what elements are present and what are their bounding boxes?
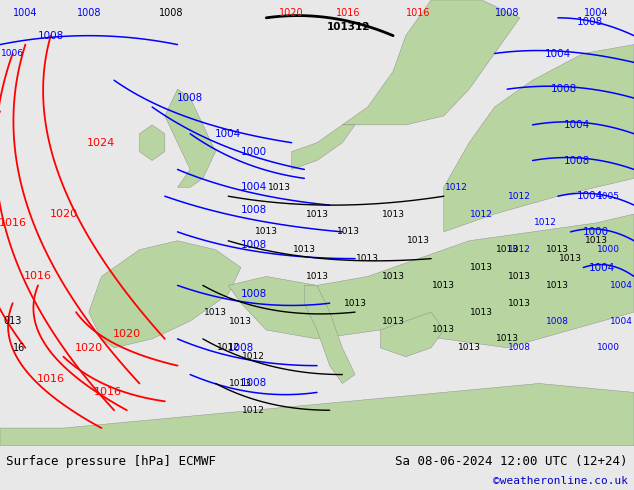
Text: 1012: 1012 [445, 183, 468, 192]
Text: 1013: 1013 [470, 308, 493, 317]
Text: 1016: 1016 [337, 8, 361, 19]
Text: 1008: 1008 [240, 378, 267, 389]
Text: 1016: 1016 [37, 374, 65, 384]
Text: 1016: 1016 [0, 218, 27, 228]
Text: 1008: 1008 [564, 155, 590, 166]
Text: 1008: 1008 [240, 289, 267, 299]
Text: 1012: 1012 [508, 245, 531, 254]
Text: 1013: 1013 [268, 183, 290, 192]
Text: 1004: 1004 [545, 49, 571, 58]
Text: ©weatheronline.co.uk: ©weatheronline.co.uk [493, 476, 628, 486]
Text: 1013: 1013 [255, 227, 278, 236]
Text: 1004: 1004 [564, 120, 590, 130]
Text: 1020: 1020 [49, 209, 77, 219]
Text: 1004: 1004 [13, 8, 37, 19]
Text: 1008: 1008 [228, 343, 254, 353]
Text: 1013: 1013 [470, 263, 493, 272]
Text: 1024: 1024 [87, 138, 115, 147]
PathPatch shape [304, 285, 355, 384]
Text: 1016: 1016 [24, 271, 52, 281]
Text: 1008: 1008 [240, 204, 267, 215]
Text: 1013: 1013 [306, 210, 328, 219]
Text: 1013: 1013 [508, 299, 531, 308]
Text: 1013: 1013 [407, 236, 430, 245]
Text: 1004: 1004 [240, 182, 267, 192]
Text: Sa 08-06-2024 12:00 UTC (12+24): Sa 08-06-2024 12:00 UTC (12+24) [395, 455, 628, 468]
Text: Surface pressure [hPa] ECMWF: Surface pressure [hPa] ECMWF [6, 455, 216, 468]
Text: 1013: 1013 [458, 343, 481, 352]
Text: 1016: 1016 [94, 388, 122, 397]
Text: 1008: 1008 [240, 240, 267, 250]
Text: 1013: 1013 [382, 210, 404, 219]
PathPatch shape [228, 214, 634, 348]
Text: 1012: 1012 [242, 406, 265, 415]
Text: 1008: 1008 [495, 8, 519, 19]
Text: 1012: 1012 [534, 219, 557, 227]
Text: 1013: 1013 [306, 272, 328, 281]
Text: 1013: 1013 [432, 281, 455, 290]
Text: 101312: 101312 [327, 22, 370, 32]
Text: 1013: 1013 [382, 317, 404, 325]
Text: 1013: 1013 [230, 379, 252, 388]
Text: 1004: 1004 [589, 263, 616, 272]
Text: 1013: 1013 [508, 272, 531, 281]
Text: 1020: 1020 [280, 8, 304, 19]
Text: 1008: 1008 [576, 17, 603, 27]
Text: 1013: 1013 [559, 254, 582, 263]
Text: 1008: 1008 [177, 93, 204, 103]
PathPatch shape [380, 312, 444, 357]
Text: 1008: 1008 [547, 317, 569, 325]
Text: 1005: 1005 [597, 192, 620, 201]
PathPatch shape [444, 45, 634, 232]
Text: 1006: 1006 [1, 49, 24, 58]
Text: 1000: 1000 [583, 227, 609, 237]
PathPatch shape [0, 384, 634, 446]
Text: 1008: 1008 [508, 343, 531, 352]
Text: 1000: 1000 [597, 245, 620, 254]
Text: 1008: 1008 [37, 31, 64, 41]
Text: 1012: 1012 [508, 192, 531, 201]
Text: 1004: 1004 [610, 281, 633, 290]
Text: 1013: 1013 [432, 325, 455, 335]
Text: 1000: 1000 [597, 343, 620, 352]
Text: 1013: 1013 [337, 227, 360, 236]
Text: 1013: 1013 [547, 281, 569, 290]
Text: 1008: 1008 [551, 84, 578, 94]
PathPatch shape [292, 125, 355, 170]
Text: 013: 013 [4, 316, 22, 326]
Text: 1012: 1012 [217, 343, 240, 352]
Text: 1012: 1012 [470, 210, 493, 219]
Text: 16: 16 [13, 343, 25, 353]
Text: 1004: 1004 [610, 317, 633, 325]
Text: 1013: 1013 [496, 334, 519, 343]
Text: 1013: 1013 [382, 272, 404, 281]
Text: 1004: 1004 [215, 129, 242, 139]
Text: 1012: 1012 [242, 352, 265, 361]
Text: 1013: 1013 [230, 317, 252, 325]
Text: 1020: 1020 [75, 343, 103, 353]
PathPatch shape [342, 0, 520, 125]
Text: 1000: 1000 [240, 147, 267, 157]
PathPatch shape [89, 241, 241, 348]
Text: 1013: 1013 [496, 245, 519, 254]
Text: 1008: 1008 [159, 8, 183, 19]
Text: 1020: 1020 [113, 329, 141, 340]
PathPatch shape [165, 89, 216, 187]
Text: 1008: 1008 [77, 8, 101, 19]
Text: 1013: 1013 [344, 299, 366, 308]
Text: 1013: 1013 [547, 245, 569, 254]
Text: 1013: 1013 [585, 236, 607, 245]
Text: 1004: 1004 [584, 8, 608, 19]
PathPatch shape [139, 125, 165, 161]
Text: 1004: 1004 [576, 191, 603, 201]
Text: 1016: 1016 [406, 8, 430, 19]
Text: 1013: 1013 [204, 308, 227, 317]
Text: 1013: 1013 [293, 245, 316, 254]
Text: 1013: 1013 [356, 254, 379, 263]
